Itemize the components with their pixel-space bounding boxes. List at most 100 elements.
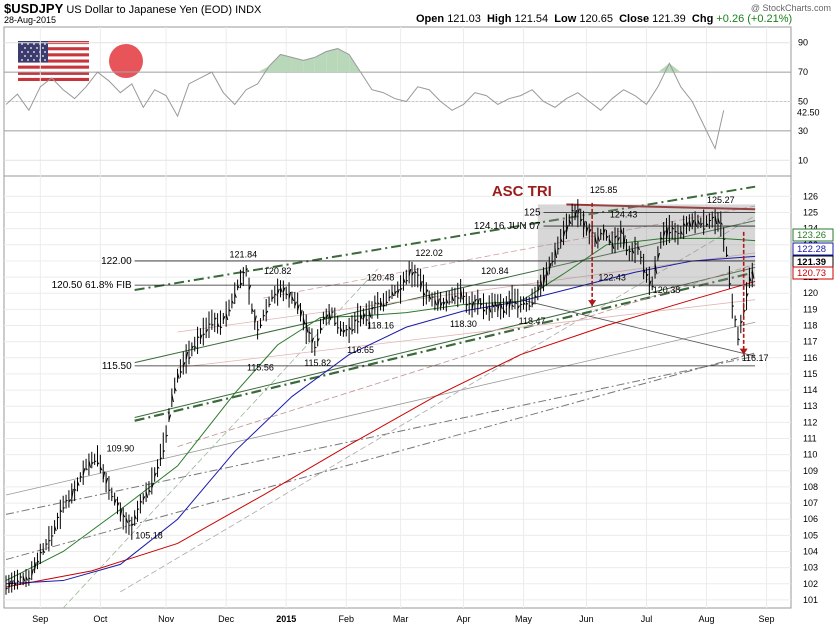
- price-panel-frame: [3, 175, 792, 609]
- lower-channel-line: [134, 271, 756, 422]
- price-bar-tick: [623, 235, 626, 248]
- price-bar-tick: [248, 285, 252, 291]
- price-bar-tick: [603, 228, 606, 234]
- price-bar-tick: [311, 337, 315, 344]
- price-bar-tick: [217, 323, 220, 328]
- price-bar-tick: [268, 303, 271, 306]
- ohlc-readout: Open 121.03 High 121.54 Low 120.65 Close…: [416, 13, 792, 25]
- price-bar-tick: [168, 414, 172, 421]
- date-tick-label: Jul: [641, 614, 653, 624]
- price-bar-tick: [740, 320, 743, 324]
- projection-arrowhead: [588, 300, 597, 307]
- price-tick-label: 110: [803, 450, 817, 460]
- price-tick-label: 104: [803, 547, 818, 557]
- price-bar-tick: [191, 345, 194, 349]
- price-bar-tick: [474, 298, 477, 303]
- price-tick-label: 125: [803, 208, 818, 218]
- price-bar-tick: [145, 491, 149, 498]
- red-trend-3: [177, 299, 756, 368]
- price-bar-tick: [443, 301, 446, 306]
- price-bar-tick: [205, 329, 209, 333]
- price-bar-tick: [31, 568, 34, 576]
- price-bar-tick: [720, 222, 723, 225]
- price-bar-tick: [14, 582, 17, 586]
- chg-label: Chg: [691, 13, 714, 25]
- price-bar-tick: [580, 218, 583, 222]
- level-label: 120.50 61.8% FIB: [52, 280, 132, 291]
- price-bar-tick: [57, 516, 60, 519]
- price-bar-tick: [171, 394, 174, 403]
- price-bar-tick: [388, 296, 392, 299]
- price-bar-tick: [563, 230, 566, 237]
- price-bar-tick: [734, 318, 737, 321]
- rsi-overbought-fill: [337, 48, 350, 73]
- price-bar-tick: [243, 271, 246, 274]
- price-bar-tick: [280, 287, 283, 293]
- price-bar-tick: [234, 293, 237, 298]
- price-bar-tick: [177, 373, 180, 379]
- horizontal-levels: 125 124.16 JUN 07 122.00 120.50 61.8% FIB 11…: [52, 202, 756, 372]
- price-bar-tick: [371, 306, 374, 310]
- price-bar-tick: [88, 460, 92, 468]
- price-bar-tick: [119, 508, 123, 517]
- price-annotation: 120.48: [367, 272, 395, 282]
- price-tick-label: 117: [803, 337, 817, 347]
- price-bar-tick: [508, 298, 512, 309]
- price-bar-tick: [140, 500, 143, 503]
- price-bar-tick: [414, 270, 417, 274]
- price-bar-tick: [560, 238, 563, 243]
- price-bar-tick: [245, 268, 249, 271]
- red-trend-2: [263, 205, 756, 299]
- price-tick-label: 105: [803, 530, 818, 540]
- price-bar-tick: [325, 314, 329, 319]
- price-bar-tick: [197, 336, 200, 339]
- rsi-series: [5, 48, 725, 151]
- price-bar-tick: [8, 580, 11, 589]
- rsi-tick-label: 90: [798, 38, 808, 48]
- high-label: High: [486, 13, 512, 25]
- price-bar-tick: [680, 230, 683, 235]
- price-bar-tick: [59, 509, 63, 512]
- value-badge-label: 123.26: [797, 230, 826, 241]
- rsi-line: [5, 48, 725, 151]
- price-bar-tick: [660, 237, 663, 240]
- price-bar-tick: [342, 329, 346, 334]
- price-bar-tick: [671, 227, 675, 230]
- date-tick-label: Mar: [393, 614, 409, 624]
- price-bar-tick: [180, 370, 183, 373]
- instrument-name: US Dollar to Japanese Yen (EOD): [66, 4, 233, 16]
- price-bar-tick: [697, 219, 701, 225]
- open-value: 121.03: [447, 13, 481, 25]
- price-bar-tick: [185, 351, 189, 360]
- price-bar-tick: [428, 294, 432, 300]
- price-bar-tick: [28, 577, 31, 580]
- price-bar-tick: [302, 318, 306, 325]
- price-bar-tick: [277, 288, 280, 295]
- price-bar-tick: [297, 304, 300, 311]
- price-bar-tick: [188, 356, 191, 360]
- price-bar-tick: [391, 291, 395, 297]
- red-trend-1: [177, 263, 756, 447]
- price-bar-tick: [308, 331, 312, 334]
- price-annotation: 118.30: [450, 319, 477, 329]
- price-bar-tick: [108, 489, 111, 492]
- price-bar-tick: [683, 222, 686, 226]
- price-bar-tick: [282, 287, 286, 293]
- price-annotation: 118.16: [367, 321, 394, 331]
- rsi-overbought-fill: [291, 57, 304, 73]
- price-bar-tick: [654, 263, 658, 274]
- price-bar-tick: [751, 270, 755, 279]
- price-annotation: 105.18: [135, 531, 163, 541]
- close-label: Close: [619, 13, 650, 25]
- open-label: Open: [416, 13, 445, 25]
- low-value: 120.65: [579, 13, 613, 25]
- price-bar-tick: [606, 235, 609, 239]
- price-tick-label: 115: [803, 369, 817, 379]
- price-bar-tick: [674, 230, 677, 233]
- value-badge: [792, 228, 834, 242]
- price-bar-tick: [703, 228, 706, 230]
- chg-value: +0.26 (+0.21%): [716, 13, 793, 25]
- price-bar-tick: [294, 301, 297, 307]
- price-annotation: 122.02: [415, 248, 443, 258]
